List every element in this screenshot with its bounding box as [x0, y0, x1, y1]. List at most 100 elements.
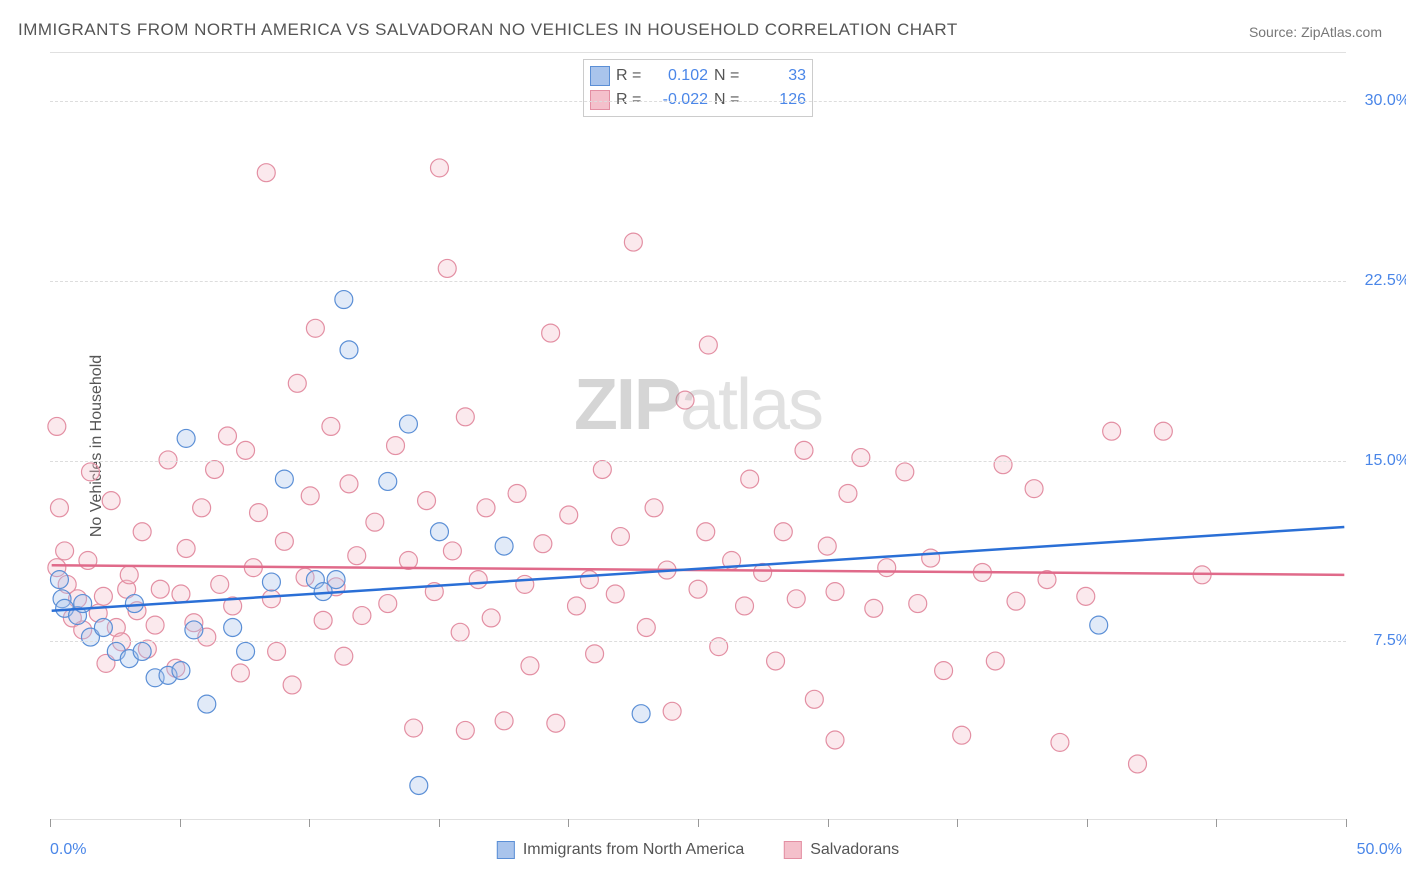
scatter-point-na — [379, 473, 397, 491]
y-tick-label: 15.0% — [1365, 452, 1406, 470]
scatter-point-sv — [120, 566, 138, 584]
scatter-point-na — [50, 571, 68, 589]
scatter-point-sv — [288, 374, 306, 392]
scatter-point-sv — [839, 484, 857, 502]
scatter-point-sv — [852, 449, 870, 467]
scatter-point-sv — [456, 408, 474, 426]
scatter-point-na — [399, 415, 417, 433]
scatter-point-sv — [283, 676, 301, 694]
scatter-point-sv — [699, 336, 717, 354]
scatter-point-sv — [268, 642, 286, 660]
scatter-point-sv — [443, 542, 461, 560]
scatter-point-sv — [219, 427, 237, 445]
x-tick — [50, 819, 51, 827]
scatter-point-na — [172, 662, 190, 680]
scatter-point-na — [94, 619, 112, 637]
scatter-point-sv — [177, 540, 195, 558]
x-tick — [1087, 819, 1088, 827]
scatter-point-na — [632, 705, 650, 723]
scatter-point-na — [237, 642, 255, 660]
scatter-point-sv — [56, 542, 74, 560]
scatter-point-sv — [818, 537, 836, 555]
r-label: R = — [616, 91, 646, 109]
scatter-plot-svg — [50, 53, 1346, 819]
x-tick — [828, 819, 829, 827]
scatter-point-sv — [986, 652, 1004, 670]
scatter-point-sv — [50, 499, 68, 517]
stats-swatch — [590, 66, 610, 86]
scatter-point-sv — [624, 233, 642, 251]
x-tick — [698, 819, 699, 827]
scatter-point-sv — [469, 571, 487, 589]
scatter-point-na — [177, 429, 195, 447]
n-label: N = — [714, 91, 744, 109]
scatter-point-sv — [787, 590, 805, 608]
scatter-point-sv — [379, 595, 397, 613]
scatter-point-sv — [697, 523, 715, 541]
scatter-point-sv — [477, 499, 495, 517]
scatter-point-sv — [48, 417, 66, 435]
scatter-point-sv — [689, 580, 707, 598]
scatter-point-sv — [542, 324, 560, 342]
n-value: 33 — [750, 67, 806, 85]
scatter-point-sv — [301, 487, 319, 505]
scatter-point-sv — [606, 585, 624, 603]
scatter-point-sv — [314, 611, 332, 629]
scatter-point-sv — [430, 159, 448, 177]
scatter-point-sv — [387, 437, 405, 455]
scatter-point-sv — [206, 461, 224, 479]
source-attribution: Source: ZipAtlas.com — [1249, 24, 1382, 40]
scatter-point-sv — [1025, 480, 1043, 498]
scatter-point-sv — [676, 391, 694, 409]
gridline-h — [50, 461, 1346, 462]
scatter-point-sv — [663, 702, 681, 720]
stats-legend-box: R =0.102N =33R =-0.022N =126 — [583, 59, 813, 117]
stats-row-na: R =0.102N =33 — [590, 64, 806, 88]
scatter-point-sv — [1129, 755, 1147, 773]
scatter-point-sv — [451, 623, 469, 641]
scatter-point-sv — [1007, 592, 1025, 610]
scatter-point-sv — [159, 451, 177, 469]
scatter-point-na — [198, 695, 216, 713]
legend-swatch — [784, 841, 802, 859]
scatter-point-sv — [1154, 422, 1172, 440]
scatter-point-sv — [102, 492, 120, 510]
scatter-point-na — [224, 619, 242, 637]
scatter-point-sv — [1051, 733, 1069, 751]
n-label: N = — [714, 67, 744, 85]
scatter-point-sv — [257, 164, 275, 182]
legend-item-na: Immigrants from North America — [497, 841, 744, 859]
x-tick — [957, 819, 958, 827]
scatter-point-sv — [482, 609, 500, 627]
scatter-point-sv — [534, 535, 552, 553]
plot-area: ZIPatlas R =0.102N =33R =-0.022N =126 0.… — [50, 52, 1346, 820]
scatter-point-sv — [348, 547, 366, 565]
scatter-point-sv — [560, 506, 578, 524]
scatter-point-sv — [637, 619, 655, 637]
scatter-point-sv — [953, 726, 971, 744]
scatter-point-sv — [340, 475, 358, 493]
scatter-point-na — [262, 573, 280, 591]
x-axis-min-label: 0.0% — [50, 841, 86, 859]
x-tick — [180, 819, 181, 827]
scatter-point-sv — [521, 657, 539, 675]
gridline-h — [50, 641, 1346, 642]
scatter-point-sv — [81, 463, 99, 481]
scatter-point-sv — [508, 484, 526, 502]
scatter-point-sv — [306, 319, 324, 337]
scatter-point-sv — [741, 470, 759, 488]
stats-swatch — [590, 90, 610, 110]
scatter-point-na — [335, 291, 353, 309]
x-tick — [309, 819, 310, 827]
legend-item-sv: Salvadorans — [784, 841, 899, 859]
scatter-point-sv — [767, 652, 785, 670]
scatter-point-sv — [231, 664, 249, 682]
scatter-point-sv — [909, 595, 927, 613]
scatter-point-sv — [322, 417, 340, 435]
scatter-point-sv — [405, 719, 423, 737]
scatter-point-na — [1090, 616, 1108, 634]
scatter-point-sv — [580, 571, 598, 589]
x-tick — [568, 819, 569, 827]
n-value: 126 — [750, 91, 806, 109]
y-tick-label: 22.5% — [1365, 272, 1406, 290]
